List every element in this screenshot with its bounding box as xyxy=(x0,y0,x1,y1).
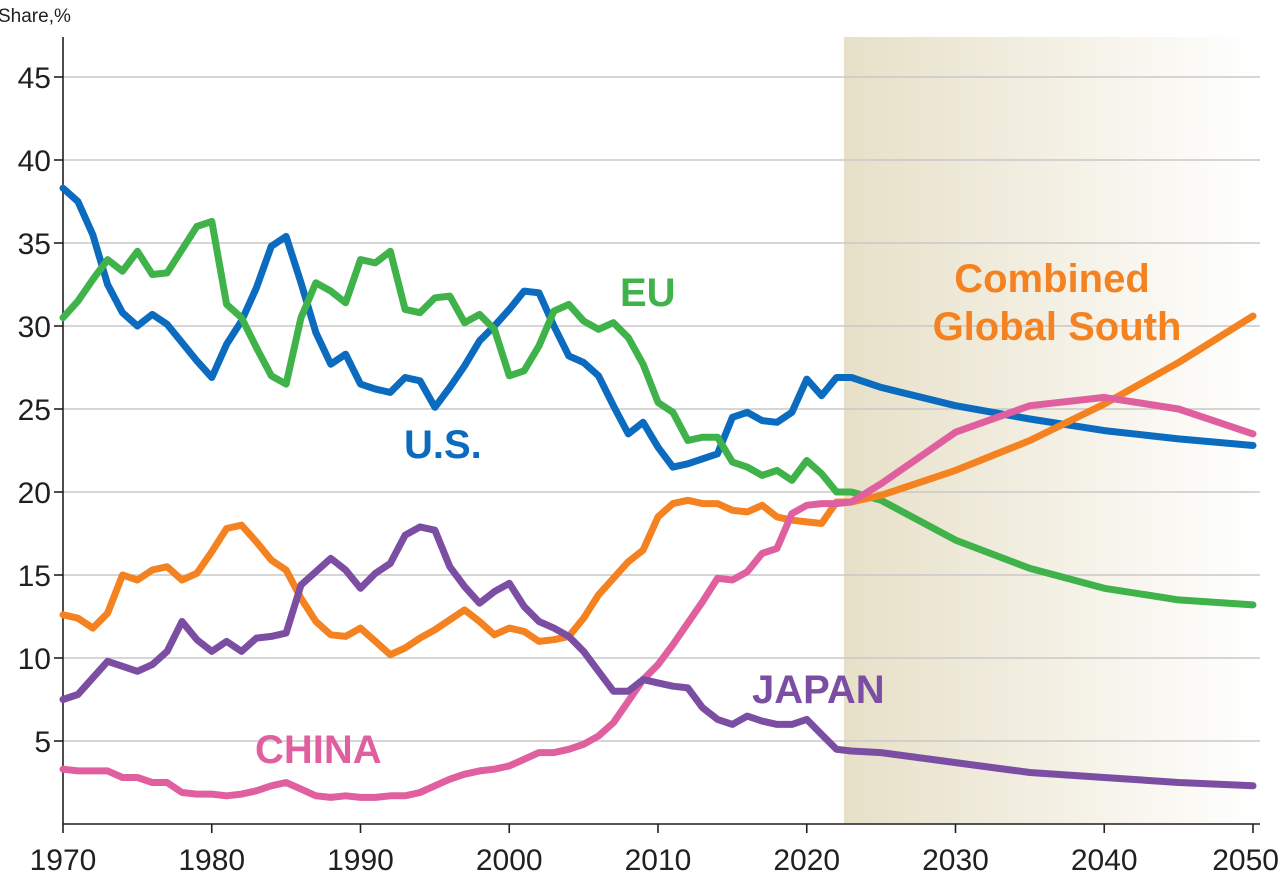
y-tick-label-15: 15 xyxy=(18,560,51,593)
y-tick-label-20: 20 xyxy=(18,477,51,510)
series-line-u-s xyxy=(59,184,1257,471)
y-tick-label-30: 30 xyxy=(18,311,51,344)
label-china: CHINA xyxy=(255,728,382,772)
x-tick-label-2010: 2010 xyxy=(625,844,692,877)
x-tick-label-2000: 2000 xyxy=(476,844,543,877)
y-tick-label-10: 10 xyxy=(18,643,51,676)
series-line-china xyxy=(59,393,1257,801)
x-tick-label-2050: 2050 xyxy=(1212,844,1279,877)
x-tick-label-2020: 2020 xyxy=(773,844,840,877)
series-line-eu xyxy=(59,217,1257,609)
series-line-japan xyxy=(59,523,1257,790)
label-global-south-line1: Combined xyxy=(954,257,1150,301)
label-us: U.S. xyxy=(404,423,482,467)
y-tick-label-45: 45 xyxy=(18,62,51,95)
axes: 5 10 15 20 25 30 35 40 45 1970 1980 1990 2000 2010 202… xyxy=(18,37,1279,877)
y-tick-label-5: 5 xyxy=(34,726,51,759)
series-lines xyxy=(59,184,1257,801)
label-eu: EU xyxy=(620,271,676,315)
label-japan: JAPAN xyxy=(752,668,885,712)
y-axis-title: Share,% xyxy=(0,6,71,27)
y-tick-label-25: 25 xyxy=(18,394,51,427)
x-tick-label-1990: 1990 xyxy=(327,844,394,877)
series-line-combined-global-south xyxy=(59,312,1257,659)
x-tick-label-2030: 2030 xyxy=(922,844,989,877)
y-tick-label-35: 35 xyxy=(18,228,51,261)
y-tick-label-40: 40 xyxy=(18,145,51,178)
label-global-south-line2: Global South xyxy=(933,305,1182,349)
x-tick-label-1980: 1980 xyxy=(178,844,245,877)
series-labels: U.S. EU Combined Global South CHINA JAPA… xyxy=(255,257,1181,772)
x-tick-label-2040: 2040 xyxy=(1071,844,1138,877)
x-tick-label-1970: 1970 xyxy=(30,844,97,877)
